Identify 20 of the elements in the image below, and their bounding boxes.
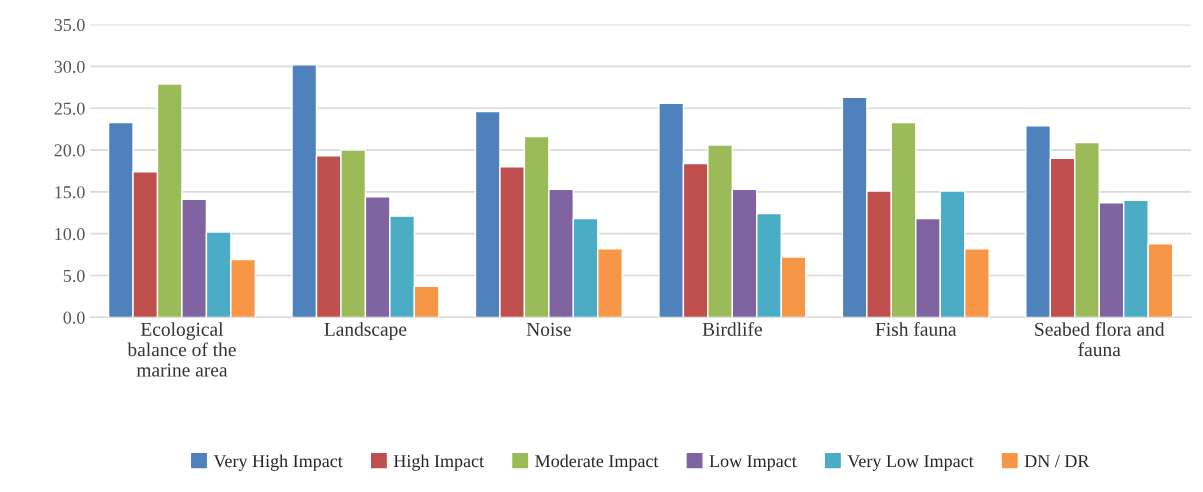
y-tick-label: 0.0 — [63, 311, 85, 324]
x-tick-label: Birdlife — [702, 322, 762, 336]
y-tick-label: 15.0 — [55, 186, 85, 199]
y-tick-label: 10.0 — [55, 227, 85, 241]
y-tick-label: 30.0 — [54, 60, 85, 73]
y-tick-label: 35.0 — [54, 18, 85, 32]
y-tick-label: 25.0 — [54, 102, 85, 115]
y-tick-label: 20.0 — [54, 144, 85, 157]
x-tick-label: Fish fauna — [875, 322, 957, 336]
y-tick-label: 5.0 — [63, 269, 85, 283]
legend-label: Moderate Impact — [535, 454, 659, 471]
x-tick-label: Ecological balance of the marine area — [127, 322, 236, 377]
x-tick-label: Noise — [526, 322, 571, 336]
legend-label: High Impact — [393, 454, 484, 471]
x-tick-label: Landscape — [324, 322, 407, 340]
legend-label: Low Impact — [709, 455, 797, 471]
legend-label: DN / DR — [1024, 455, 1090, 468]
legend-label: Very Low Impact — [847, 455, 974, 471]
x-tick-label: Seabed flora and fauna — [1035, 322, 1165, 357]
legend-label: Very High Impact — [213, 454, 343, 471]
